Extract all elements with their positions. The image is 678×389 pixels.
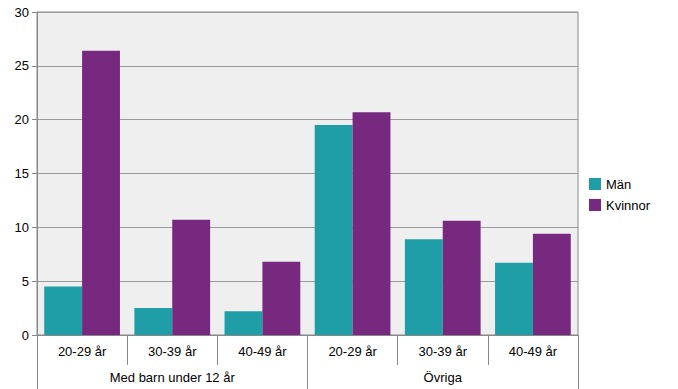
svg-text:30-39 år: 30-39 år [148,344,197,359]
svg-text:Med barn under 12 år: Med barn under 12 år [110,370,236,385]
svg-text:15: 15 [15,166,29,181]
svg-text:25: 25 [15,58,29,73]
svg-text:40-49 år: 40-49 år [238,344,287,359]
svg-text:0: 0 [22,328,29,343]
svg-text:Män: Män [606,177,631,192]
svg-text:20-29 år: 20-29 år [58,344,107,359]
svg-text:30-39 år: 30-39 år [419,344,468,359]
svg-text:5: 5 [22,274,29,289]
svg-text:10: 10 [15,220,29,235]
svg-text:20: 20 [15,112,29,127]
svg-text:40-49 år: 40-49 år [509,344,558,359]
svg-text:Kvinnor: Kvinnor [606,198,651,213]
svg-text:30: 30 [15,5,29,20]
svg-text:20-29 år: 20-29 år [328,344,377,359]
svg-text:Övriga: Övriga [424,370,463,385]
